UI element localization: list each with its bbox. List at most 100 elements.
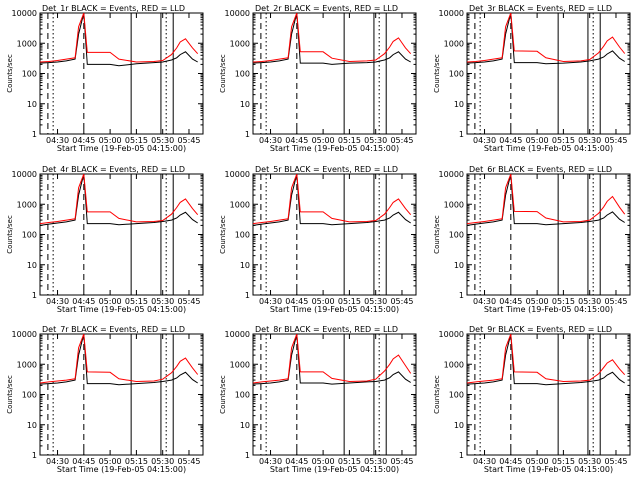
x-axis-label: Start Time (19-Feb-05 04:15:00) — [57, 144, 186, 153]
y-tick-label: 1 — [245, 291, 250, 300]
x-tick-label: 05:15 — [552, 297, 575, 306]
y-axis-label: Counts/sec — [433, 375, 441, 414]
detector-panel — [252, 12, 417, 135]
series-line-events — [467, 13, 625, 65]
y-tick-label: 10 — [454, 421, 464, 430]
x-tick-label: 05:45 — [177, 297, 200, 306]
y-tick-label: 10000 — [225, 170, 250, 179]
plot-frame — [39, 173, 204, 296]
y-tick-label: 1000 — [230, 360, 250, 369]
x-tick-label: 04:45 — [285, 136, 308, 145]
x-tick-label: 04:45 — [499, 457, 522, 466]
x-tick-label: 05:30 — [151, 297, 174, 306]
x-axis-label: Start Time (19-Feb-05 04:15:00) — [484, 305, 613, 314]
y-tick-label: 1 — [32, 291, 37, 300]
y-tick-label: 10 — [454, 261, 464, 270]
x-tick-label: 05:15 — [125, 136, 148, 145]
y-tick-label: 1000 — [230, 200, 250, 209]
x-tick-label: 04:45 — [72, 297, 95, 306]
detector-panel — [466, 12, 631, 135]
x-axis-label: Start Time (19-Feb-05 04:15:00) — [270, 305, 399, 314]
y-tick-label: 1000 — [444, 200, 464, 209]
x-tick-label: 05:15 — [552, 457, 575, 466]
y-tick-label: 10 — [240, 261, 250, 270]
y-tick-label: 1 — [245, 130, 250, 139]
x-tick-label: 05:30 — [578, 136, 601, 145]
panel-title: Det_8r BLACK = Events, RED = LLD — [255, 325, 398, 334]
panel-title: Det_3r BLACK = Events, RED = LLD — [469, 4, 612, 13]
y-axis-label: Counts/sec — [6, 54, 14, 93]
plot-frame — [252, 173, 417, 296]
x-tick-label: 05:15 — [552, 136, 575, 145]
y-tick-label: 10000 — [225, 9, 250, 18]
y-tick-label: 10000 — [12, 170, 37, 179]
y-axis-label: Counts/sec — [6, 375, 14, 414]
y-tick-label: 1 — [32, 451, 37, 460]
y-tick-label: 1000 — [17, 39, 37, 48]
x-tick-label: 05:15 — [338, 297, 361, 306]
x-tick-label: 04:30 — [473, 457, 496, 466]
x-tick-label: 04:30 — [259, 136, 282, 145]
x-tick-label: 05:00 — [526, 457, 549, 466]
plot-frame — [39, 12, 204, 135]
x-tick-label: 04:45 — [72, 457, 95, 466]
y-tick-label: 10 — [240, 100, 250, 109]
y-axis-label: Counts/sec — [6, 215, 14, 254]
x-tick-label: 04:30 — [46, 457, 69, 466]
series-line-events — [253, 334, 411, 385]
detector-panel — [39, 12, 204, 135]
panel-title: Det_4r BLACK = Events, RED = LLD — [42, 165, 185, 174]
x-tick-label: 04:30 — [473, 297, 496, 306]
y-tick-label: 1 — [459, 291, 464, 300]
detector-panel — [39, 173, 204, 296]
x-tick-label: 05:45 — [604, 136, 627, 145]
y-tick-label: 10 — [27, 421, 37, 430]
panel-title: Det_6r BLACK = Events, RED = LLD — [469, 165, 612, 174]
y-tick-label: 100 — [449, 231, 464, 240]
x-tick-label: 05:00 — [312, 297, 335, 306]
y-axis-label: Counts/sec — [433, 215, 441, 254]
panel-title: Det_2r BLACK = Events, RED = LLD — [255, 4, 398, 13]
x-tick-label: 05:00 — [526, 136, 549, 145]
plot-frame — [466, 12, 631, 135]
y-tick-label: 1 — [459, 130, 464, 139]
x-tick-label: 05:00 — [526, 297, 549, 306]
x-tick-label: 04:30 — [46, 297, 69, 306]
x-tick-label: 05:45 — [177, 457, 200, 466]
y-axis-label: Counts/sec — [219, 215, 227, 254]
x-tick-label: 05:30 — [364, 457, 387, 466]
x-tick-label: 04:30 — [473, 136, 496, 145]
x-tick-label: 05:45 — [390, 136, 413, 145]
series-line-events — [467, 334, 625, 386]
y-tick-label: 10 — [240, 421, 250, 430]
x-tick-label: 05:45 — [604, 457, 627, 466]
y-tick-label: 1000 — [17, 200, 37, 209]
y-axis-label: Counts/sec — [219, 54, 227, 93]
y-tick-label: 100 — [22, 231, 37, 240]
y-tick-label: 10 — [27, 100, 37, 109]
x-tick-label: 05:15 — [125, 457, 148, 466]
x-tick-label: 05:15 — [338, 136, 361, 145]
plot-frame — [466, 173, 631, 296]
x-tick-label: 05:15 — [125, 297, 148, 306]
x-tick-label: 05:30 — [151, 136, 174, 145]
y-tick-label: 100 — [449, 391, 464, 400]
series-line-lld — [253, 174, 412, 225]
x-tick-label: 04:45 — [285, 297, 308, 306]
plot-frame — [466, 333, 631, 456]
detector-panel — [39, 333, 204, 456]
x-tick-label: 05:45 — [604, 297, 627, 306]
x-tick-label: 05:00 — [99, 457, 122, 466]
x-tick-label: 04:45 — [285, 457, 308, 466]
y-tick-label: 1000 — [444, 39, 464, 48]
x-tick-label: 05:15 — [338, 457, 361, 466]
x-tick-label: 04:45 — [499, 297, 522, 306]
series-line-events — [40, 334, 198, 386]
y-tick-label: 100 — [22, 70, 37, 79]
y-tick-label: 1 — [32, 130, 37, 139]
y-tick-label: 10000 — [12, 9, 37, 18]
series-line-lld — [253, 13, 412, 63]
plot-frame — [39, 333, 204, 456]
series-line-events — [253, 13, 411, 65]
